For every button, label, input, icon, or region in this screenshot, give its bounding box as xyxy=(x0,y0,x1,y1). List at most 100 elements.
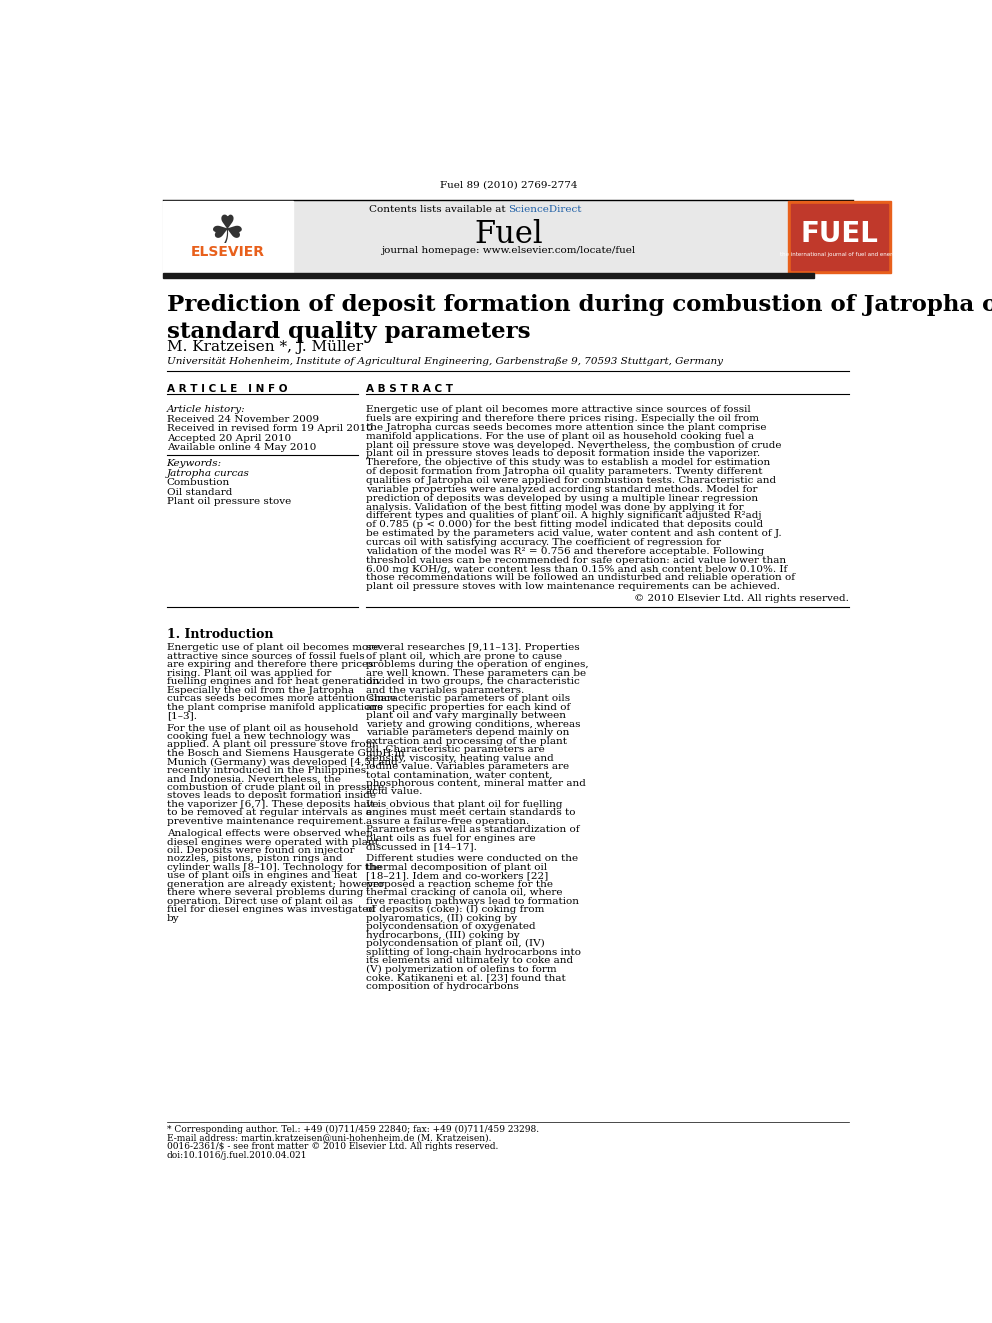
Text: generation are already existent; however: generation are already existent; however xyxy=(167,880,384,889)
Text: A R T I C L E   I N F O: A R T I C L E I N F O xyxy=(167,385,287,394)
Text: Keywords:: Keywords: xyxy=(167,459,222,468)
Text: there where several problems during: there where several problems during xyxy=(167,888,363,897)
Text: Especially the oil from the Jatropha: Especially the oil from the Jatropha xyxy=(167,685,354,695)
Text: manifold applications. For the use of plant oil as household cooking fuel a: manifold applications. For the use of pl… xyxy=(366,431,754,441)
Text: extraction and processing of the plant: extraction and processing of the plant xyxy=(366,737,566,746)
Text: coke. Katikaneni et al. [23] found that: coke. Katikaneni et al. [23] found that xyxy=(366,972,565,982)
Text: Different studies were conducted on the: Different studies were conducted on the xyxy=(366,855,578,864)
Text: hydrocarbons, (III) coking by: hydrocarbons, (III) coking by xyxy=(366,930,520,939)
Text: qualities of Jatropha oil were applied for combustion tests. Characteristic and: qualities of Jatropha oil were applied f… xyxy=(366,476,776,486)
Text: It is obvious that plant oil for fuelling: It is obvious that plant oil for fuellin… xyxy=(366,800,562,808)
Text: splitting of long-chain hydrocarbons into: splitting of long-chain hydrocarbons int… xyxy=(366,947,580,957)
Text: oil. Deposits were found on injector: oil. Deposits were found on injector xyxy=(167,845,354,855)
Bar xyxy=(163,201,813,273)
Text: fuels are expiring and therefore there prices rising. Especially the oil from: fuels are expiring and therefore there p… xyxy=(366,414,759,423)
Text: of plant oil, which are prone to cause: of plant oil, which are prone to cause xyxy=(366,652,561,662)
Text: Accepted 20 April 2010: Accepted 20 April 2010 xyxy=(167,434,291,443)
Text: Universität Hohenheim, Institute of Agricultural Engineering, Garbenstraße 9, 70: Universität Hohenheim, Institute of Agri… xyxy=(167,357,722,365)
Text: iodine value. Variables parameters are: iodine value. Variables parameters are xyxy=(366,762,569,771)
Text: engines must meet certain standards to: engines must meet certain standards to xyxy=(366,808,575,818)
Text: operation. Direct use of plant oil as: operation. Direct use of plant oil as xyxy=(167,897,352,906)
Text: 0016-2361/$ - see front matter © 2010 Elsevier Ltd. All rights reserved.: 0016-2361/$ - see front matter © 2010 El… xyxy=(167,1142,498,1151)
Text: phosphorous content, mineral matter and: phosphorous content, mineral matter and xyxy=(366,779,585,789)
Text: E-mail address: martin.kratzeisen@uni-hohenheim.de (M. Kratzeisen).: E-mail address: martin.kratzeisen@uni-ho… xyxy=(167,1134,491,1143)
Text: validation of the model was R² = 0.756 and therefore acceptable. Following: validation of the model was R² = 0.756 a… xyxy=(366,546,764,556)
Text: prediction of deposits was developed by using a multiple linear regression: prediction of deposits was developed by … xyxy=(366,493,758,503)
Text: Therefore, the objective of this study was to establish a model for estimation: Therefore, the objective of this study w… xyxy=(366,458,770,467)
Text: plant oil in pressure stoves leads to deposit formation inside the vaporizer.: plant oil in pressure stoves leads to de… xyxy=(366,450,760,459)
Text: polycondensation of plant oil, (IV): polycondensation of plant oil, (IV) xyxy=(366,939,545,949)
Text: doi:10.1016/j.fuel.2010.04.021: doi:10.1016/j.fuel.2010.04.021 xyxy=(167,1151,308,1159)
Text: 1. Introduction: 1. Introduction xyxy=(167,628,273,642)
Text: [18–21]. Idem and co-workers [22]: [18–21]. Idem and co-workers [22] xyxy=(366,872,548,880)
Text: fuelling engines and for heat generation.: fuelling engines and for heat generation… xyxy=(167,677,382,687)
Text: Munich (Germany) was developed [4,5] and: Munich (Germany) was developed [4,5] and xyxy=(167,758,398,766)
Text: threshold values can be recommended for safe operation: acid value lower than: threshold values can be recommended for … xyxy=(366,556,786,565)
Text: Available online 4 May 2010: Available online 4 May 2010 xyxy=(167,443,316,452)
Text: its elements and ultimately to coke and: its elements and ultimately to coke and xyxy=(366,957,573,964)
Bar xyxy=(792,204,888,270)
Text: several researches [9,11–13]. Properties: several researches [9,11–13]. Properties xyxy=(366,643,579,652)
Text: curcas oil with satisfying accuracy. The coefficient of regression for: curcas oil with satisfying accuracy. The… xyxy=(366,538,721,546)
Text: and Indonesia. Nevertheless, the: and Indonesia. Nevertheless, the xyxy=(167,774,340,783)
Text: combustion of crude plant oil in pressure: combustion of crude plant oil in pressur… xyxy=(167,783,384,792)
Text: the Jatropha curcas seeds becomes more attention since the plant comprise: the Jatropha curcas seeds becomes more a… xyxy=(366,423,766,431)
Text: plant oil and vary marginally between: plant oil and vary marginally between xyxy=(366,712,565,720)
Text: five reaction pathways lead to formation: five reaction pathways lead to formation xyxy=(366,897,578,906)
Text: total contamination, water content,: total contamination, water content, xyxy=(366,770,553,779)
Text: Received in revised form 19 April 2010: Received in revised form 19 April 2010 xyxy=(167,425,373,434)
Text: © 2010 Elsevier Ltd. All rights reserved.: © 2010 Elsevier Ltd. All rights reserved… xyxy=(634,594,848,603)
Text: (V) polymerization of olefins to form: (V) polymerization of olefins to form xyxy=(366,964,557,974)
Text: of 0.785 (p < 0.000) for the best fitting model indicated that deposits could: of 0.785 (p < 0.000) for the best fittin… xyxy=(366,520,763,529)
Text: ScienceDirect: ScienceDirect xyxy=(509,205,582,214)
Text: A B S T R A C T: A B S T R A C T xyxy=(366,385,452,394)
Text: ☘: ☘ xyxy=(210,213,245,251)
Text: and the variables parameters.: and the variables parameters. xyxy=(366,685,524,695)
Text: variable parameters depend mainly on: variable parameters depend mainly on xyxy=(366,728,569,737)
Text: different types and qualities of plant oil. A highly significant adjusted R²adj: different types and qualities of plant o… xyxy=(366,512,761,520)
Text: are expiring and therefore there prices: are expiring and therefore there prices xyxy=(167,660,373,669)
Text: proposed a reaction scheme for the: proposed a reaction scheme for the xyxy=(366,880,553,889)
Text: are specific properties for each kind of: are specific properties for each kind of xyxy=(366,703,570,712)
Text: Energetic use of plant oil becomes more: Energetic use of plant oil becomes more xyxy=(167,643,379,652)
Text: curcas seeds becomes more attention since: curcas seeds becomes more attention sinc… xyxy=(167,695,396,704)
Text: preventive maintenance requirement.: preventive maintenance requirement. xyxy=(167,816,366,826)
Text: thermal cracking of canola oil, where: thermal cracking of canola oil, where xyxy=(366,888,562,897)
Text: variety and growing conditions, whereas: variety and growing conditions, whereas xyxy=(366,720,580,729)
Text: plant oil pressure stove was developed. Nevertheless, the combustion of crude: plant oil pressure stove was developed. … xyxy=(366,441,782,450)
Text: M. Kratzeisen *, J. Müller: M. Kratzeisen *, J. Müller xyxy=(167,340,363,355)
Text: the international journal of fuel and energy: the international journal of fuel and en… xyxy=(780,251,899,257)
Text: cooking fuel a new technology was: cooking fuel a new technology was xyxy=(167,732,350,741)
Text: the vaporizer [6,7]. These deposits have: the vaporizer [6,7]. These deposits have xyxy=(167,800,378,808)
Text: FUEL: FUEL xyxy=(801,221,878,249)
Text: thermal decomposition of plant oil: thermal decomposition of plant oil xyxy=(366,863,547,872)
Text: plant oil pressure stoves with low maintenance requirements can be achieved.: plant oil pressure stoves with low maint… xyxy=(366,582,780,591)
Text: Prediction of deposit formation during combustion of Jatropha oil from
standard : Prediction of deposit formation during c… xyxy=(167,294,992,343)
Text: variable properties were analyzed according standard methods. Model for: variable properties were analyzed accord… xyxy=(366,484,757,493)
Text: are well known. These parameters can be: are well known. These parameters can be xyxy=(366,669,586,677)
Text: For the use of plant oil as household: For the use of plant oil as household xyxy=(167,724,358,733)
Text: attractive since sources of fossil fuels: attractive since sources of fossil fuels xyxy=(167,652,364,662)
Text: by: by xyxy=(167,914,180,922)
Text: be estimated by the parameters acid value, water content and ash content of J.: be estimated by the parameters acid valu… xyxy=(366,529,782,538)
Text: polycondensation of oxygenated: polycondensation of oxygenated xyxy=(366,922,536,931)
Text: Contents lists available at: Contents lists available at xyxy=(368,205,509,214)
Text: Article history:: Article history: xyxy=(167,405,245,414)
Text: oil. Characteristic parameters are: oil. Characteristic parameters are xyxy=(366,745,545,754)
Text: composition of hydrocarbons: composition of hydrocarbons xyxy=(366,982,519,991)
Text: recently introduced in the Philippines: recently introduced in the Philippines xyxy=(167,766,366,775)
Text: Combustion: Combustion xyxy=(167,479,230,487)
Text: cylinder walls [8–10]. Technology for the: cylinder walls [8–10]. Technology for th… xyxy=(167,863,382,872)
Text: Characteristic parameters of plant oils: Characteristic parameters of plant oils xyxy=(366,695,570,704)
Text: assure a failure-free operation.: assure a failure-free operation. xyxy=(366,816,529,826)
Text: use of plant oils in engines and heat: use of plant oils in engines and heat xyxy=(167,872,357,880)
Text: of deposits (coke): (I) coking from: of deposits (coke): (I) coking from xyxy=(366,905,545,914)
Text: the Bosch and Siemens Hausgerate GmbH in: the Bosch and Siemens Hausgerate GmbH in xyxy=(167,749,405,758)
Text: Energetic use of plant oil becomes more attractive since sources of fossil: Energetic use of plant oil becomes more … xyxy=(366,405,751,414)
Text: of deposit formation from Jatropha oil quality parameters. Twenty different: of deposit formation from Jatropha oil q… xyxy=(366,467,762,476)
Text: problems during the operation of engines,: problems during the operation of engines… xyxy=(366,660,588,669)
Text: diesel engines were operated with plant: diesel engines were operated with plant xyxy=(167,837,379,847)
Bar xyxy=(163,201,293,273)
Text: applied. A plant oil pressure stove from: applied. A plant oil pressure stove from xyxy=(167,741,375,750)
Text: Received 24 November 2009: Received 24 November 2009 xyxy=(167,415,318,425)
